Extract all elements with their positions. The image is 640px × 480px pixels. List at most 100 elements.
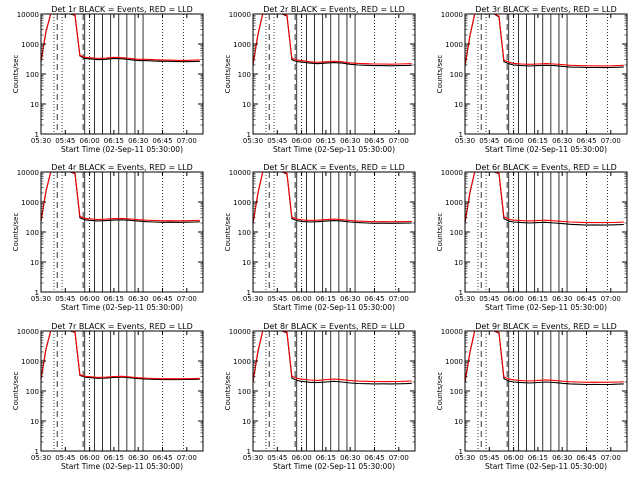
x-tick-label: 06:30	[552, 454, 572, 462]
y-tick-label: 10000	[17, 169, 39, 177]
x-tick-label: 07:00	[389, 295, 409, 303]
x-tick-label: 07:00	[389, 137, 409, 145]
y-axis-label: Counts/sec	[12, 213, 20, 252]
x-tick-label: 06:00	[504, 295, 524, 303]
panel-det-6: 1 10 100 1000 10000 05:30 05:45 06:00 06:15 06:30…	[436, 163, 628, 312]
y-tick-label: 10000	[229, 328, 251, 336]
x-tick-label: 07:00	[389, 454, 409, 462]
x-tick-label: 06:30	[340, 137, 360, 145]
y-tick-label: 100	[26, 71, 39, 79]
y-tick-label: 1	[247, 448, 251, 456]
x-tick-label: 05:45	[55, 454, 75, 462]
x-tick-label: 06:45	[152, 137, 172, 145]
y-tick-label: 100	[238, 71, 251, 79]
x-tick-label: 07:00	[177, 137, 197, 145]
panel-title: Det 4r BLACK = Events, RED = LLD	[51, 163, 193, 172]
x-tick-label: 05:45	[267, 295, 287, 303]
panel-det-1: 1 10 100 1000 10000 05:30 05:45 06:00 06:15 06:30…	[12, 5, 204, 154]
x-tick-label: 05:45	[479, 137, 499, 145]
x-tick-label: 06:15	[316, 295, 336, 303]
series-line-lld	[40, 13, 200, 62]
x-axis-label: Start Time (02-Sep-11 05:30:00)	[61, 303, 183, 312]
y-tick-label: 10	[454, 101, 463, 109]
y-tick-label: 100	[26, 229, 39, 237]
x-tick-label: 06:30	[128, 295, 148, 303]
plot-frame	[464, 171, 628, 293]
y-tick-label: 10000	[441, 328, 463, 336]
y-tick-label: 10000	[441, 11, 463, 19]
y-tick-label: 100	[450, 229, 463, 237]
x-tick-label: 05:30	[455, 295, 475, 303]
y-tick-label: 1	[247, 289, 251, 297]
series-line-events	[464, 330, 624, 386]
series-line-lld	[464, 171, 624, 224]
y-axis-label: Counts/sec	[436, 55, 444, 94]
x-tick-label: 06:00	[292, 295, 312, 303]
x-tick-label: 06:15	[528, 295, 548, 303]
y-tick-label: 10	[454, 259, 463, 267]
y-tick-label: 1	[35, 131, 39, 139]
y-tick-label: 1	[247, 131, 251, 139]
panel-det-2: 1 10 100 1000 10000 05:30 05:45 06:00 06:15 06:30…	[224, 5, 416, 154]
y-tick-label: 10	[30, 101, 39, 109]
plot-frame	[464, 13, 628, 135]
x-tick-label: 05:30	[243, 295, 263, 303]
y-tick-label: 100	[26, 388, 39, 396]
y-tick-label: 10	[242, 101, 251, 109]
x-tick-label: 06:15	[316, 454, 336, 462]
x-tick-label: 06:45	[152, 454, 172, 462]
x-tick-label: 05:30	[243, 137, 263, 145]
x-tick-label: 06:45	[576, 137, 596, 145]
y-axis-label: Counts/sec	[224, 213, 232, 252]
y-tick-label: 100	[450, 388, 463, 396]
y-tick-label: 1000	[21, 358, 39, 366]
y-axis-label: Counts/sec	[436, 372, 444, 411]
y-axis-label: Counts/sec	[12, 372, 20, 411]
series-line-lld	[40, 330, 200, 380]
x-tick-label: 06:30	[340, 295, 360, 303]
x-tick-label: 05:30	[31, 137, 51, 145]
series-line-lld	[40, 171, 200, 222]
x-tick-label: 07:00	[601, 454, 621, 462]
panel-title: Det 2r BLACK = Events, RED = LLD	[263, 5, 405, 14]
x-tick-label: 06:15	[104, 454, 124, 462]
panel-title: Det 3r BLACK = Events, RED = LLD	[475, 5, 617, 14]
y-tick-label: 100	[450, 71, 463, 79]
y-tick-label: 10000	[229, 11, 251, 19]
x-axis-label: Start Time (02-Sep-11 05:30:00)	[273, 462, 395, 471]
series-line-lld	[464, 330, 624, 383]
x-tick-label: 06:00	[292, 137, 312, 145]
plot-frame	[40, 171, 204, 293]
y-tick-label: 10	[30, 259, 39, 267]
y-tick-label: 10	[242, 259, 251, 267]
panel-title: Det 1r BLACK = Events, RED = LLD	[51, 5, 193, 14]
series-line-events	[464, 13, 624, 69]
x-axis-label: Start Time (02-Sep-11 05:30:00)	[273, 145, 395, 154]
x-tick-label: 06:00	[292, 454, 312, 462]
y-tick-label: 1000	[445, 199, 463, 207]
plot-frame	[40, 13, 204, 135]
x-tick-label: 05:30	[31, 295, 51, 303]
series-line-events	[40, 13, 200, 63]
x-tick-label: 05:45	[55, 137, 75, 145]
x-tick-label: 05:45	[55, 295, 75, 303]
x-axis-label: Start Time (02-Sep-11 05:30:00)	[61, 462, 183, 471]
panel-det-7: 1 10 100 1000 10000 05:30 05:45 06:00 06:15 06:30…	[12, 322, 204, 471]
x-tick-label: 06:00	[504, 137, 524, 145]
y-tick-label: 10	[30, 418, 39, 426]
series-line-events	[252, 13, 412, 67]
panel-title: Det 6r BLACK = Events, RED = LLD	[475, 163, 617, 172]
x-tick-label: 06:00	[80, 454, 100, 462]
y-tick-label: 10000	[17, 11, 39, 19]
panel-det-4: 1 10 100 1000 10000 05:30 05:45 06:00 06:15 06:30…	[12, 163, 204, 312]
series-line-events	[40, 330, 200, 381]
y-tick-label: 1	[459, 289, 463, 297]
x-tick-label: 05:45	[479, 454, 499, 462]
series-line-lld	[464, 13, 624, 67]
x-tick-label: 06:30	[340, 454, 360, 462]
y-tick-label: 1000	[233, 358, 251, 366]
x-tick-label: 06:45	[152, 295, 172, 303]
x-tick-label: 05:30	[31, 454, 51, 462]
panel-title: Det 9r BLACK = Events, RED = LLD	[475, 322, 617, 331]
